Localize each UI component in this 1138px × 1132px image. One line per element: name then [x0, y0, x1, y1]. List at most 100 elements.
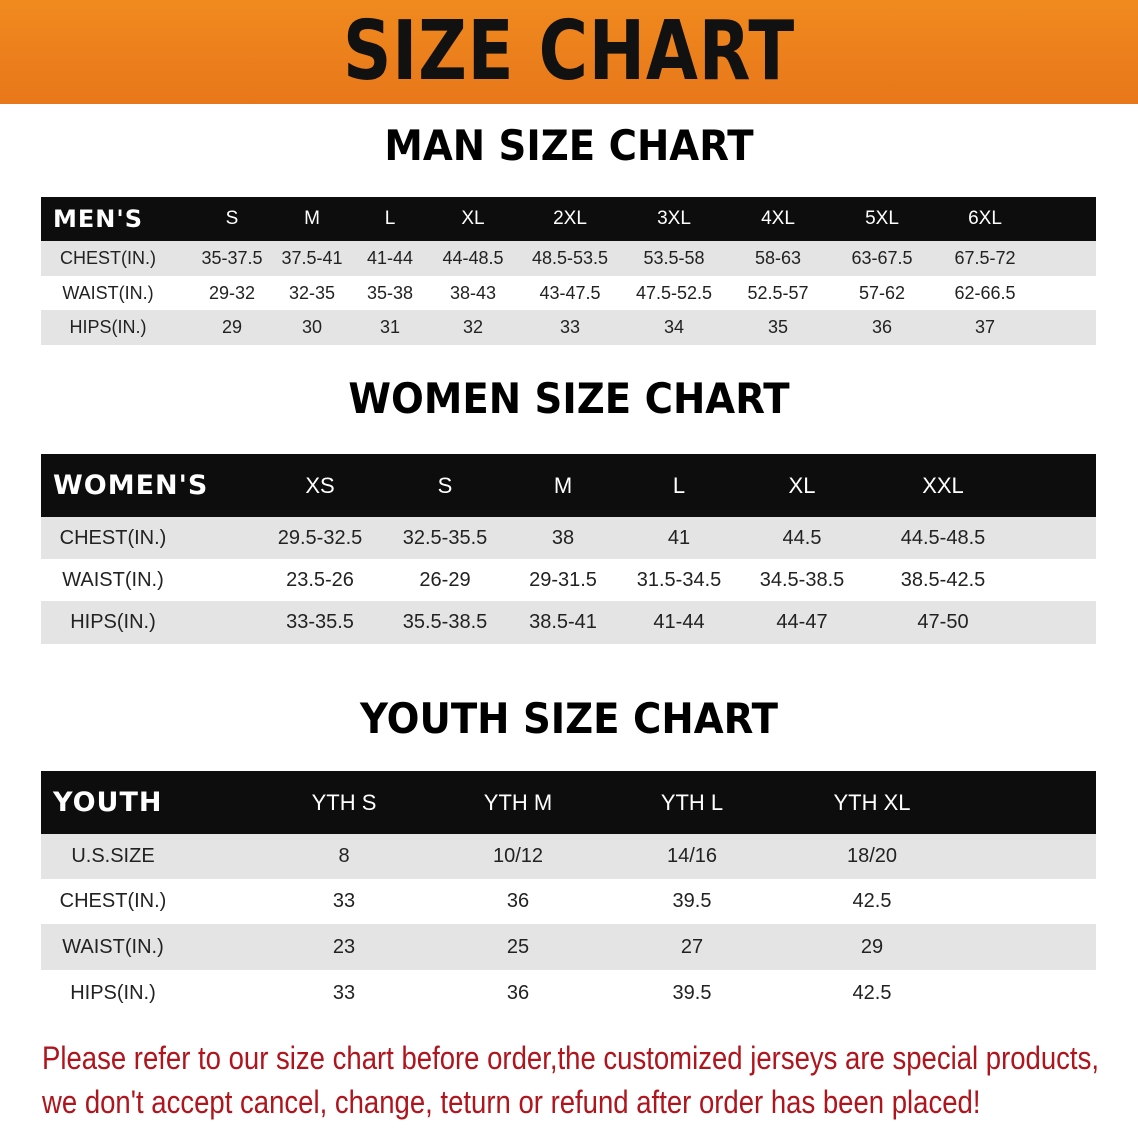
women-section-title: WOMEN SIZE CHART	[348, 374, 790, 423]
table-cell: 29-31.5	[529, 568, 597, 591]
table-cell: 25	[506, 935, 530, 958]
table-row: CHEST(IN.) 29.5-32.5 32.5-35.5 38 41 44.5 44.5…	[41, 517, 1096, 559]
table-cell: 33	[332, 981, 356, 1004]
table-cell: 67.5-72	[954, 248, 1016, 268]
table-cell: 27	[680, 935, 704, 958]
size-header: 2XL	[553, 208, 587, 229]
table-cell: 41	[667, 526, 691, 549]
table-cell: 36	[506, 981, 530, 1004]
youth-section-title: YOUTH SIZE CHART	[359, 694, 779, 743]
table-cell: 35	[767, 317, 789, 337]
table-cell: 48.5-53.5	[531, 248, 609, 268]
table-cell: 29-32	[208, 282, 256, 303]
table-row: U.S.SIZE 8 10/12 14/16 18/20	[41, 834, 1096, 879]
table-cell: 38.5-42.5	[900, 568, 986, 591]
banner: SIZE CHART	[0, 0, 1138, 104]
table-cell: 10/12	[492, 845, 544, 867]
table-row: CHEST(IN.) 35-37.5 37.5-41 41-44 44-48.5 48.5…	[41, 241, 1096, 276]
table-cell: 30	[301, 317, 323, 337]
table-cell: 63-67.5	[851, 248, 913, 268]
men-section-title: MAN SIZE CHART	[384, 121, 754, 170]
table-cell: 43-47.5	[539, 282, 601, 303]
table-cell: 41-44	[653, 611, 705, 633]
size-header: XL	[788, 472, 816, 498]
size-header: L	[672, 472, 686, 498]
size-header: 5XL	[865, 208, 899, 229]
row-label: HIPS(IN.)	[70, 611, 156, 633]
table-cell: 42.5	[852, 981, 892, 1004]
table-row: WAIST(IN.) 23 25 27 29	[41, 924, 1096, 970]
row-label: WAIST(IN.)	[62, 282, 154, 303]
notice-line-1: Please refer to our size chart before or…	[42, 1040, 1099, 1076]
table-cell: 8	[338, 845, 350, 867]
table-cell: 18/20	[846, 845, 898, 867]
table-cell: 14/16	[666, 845, 718, 867]
banner-title: SIZE CHART	[342, 4, 796, 99]
table-cell: 34.5-38.5	[759, 568, 845, 591]
size-header: M	[304, 208, 320, 229]
table-cell: 57-62	[858, 282, 906, 303]
order-notice: Please refer to our size chart before or…	[42, 1036, 1099, 1124]
table-cell: 44-47	[776, 611, 828, 633]
table-cell: 42.5	[852, 890, 892, 912]
table-cell: 32	[462, 317, 484, 337]
size-header: YTH XL	[833, 789, 911, 815]
row-label: WAIST(IN.)	[62, 935, 164, 958]
table-cell: 52.5-57	[747, 282, 809, 303]
table-row: CHEST(IN.) 33 36 39.5 42.5	[41, 879, 1096, 924]
table-cell: 38	[551, 526, 575, 549]
size-header: S	[437, 472, 453, 498]
table-cell: 36	[871, 317, 893, 337]
row-label: HIPS(IN.)	[69, 317, 147, 337]
size-header: M	[553, 472, 573, 498]
table-cell: 35-38	[366, 282, 414, 303]
youth-header-row: YOUTH YTH S YTH M YTH L YTH XL	[41, 771, 1096, 834]
table-cell: 44.5	[782, 526, 822, 549]
table-cell: 47-50	[917, 611, 969, 633]
table-cell: 29.5-32.5	[277, 526, 363, 549]
row-label: WAIST(IN.)	[62, 568, 164, 591]
size-header: YTH M	[483, 789, 553, 815]
size-header: S	[225, 208, 239, 229]
table-cell: 47.5-52.5	[635, 282, 713, 303]
size-header: YTH S	[311, 789, 377, 815]
table-cell: 35-37.5	[201, 248, 263, 268]
size-header: 4XL	[761, 208, 795, 229]
table-row: HIPS(IN.) 33 36 39.5 42.5	[41, 970, 1096, 1016]
row-label: HIPS(IN.)	[70, 981, 156, 1004]
table-cell: 23	[332, 935, 356, 958]
table-cell: 41-44	[366, 248, 414, 268]
table-cell: 37	[974, 317, 996, 337]
size-header: YTH L	[660, 789, 724, 815]
notice-line-2: we don't accept cancel, change, teturn o…	[42, 1084, 981, 1120]
table-cell: 34	[663, 317, 685, 337]
row-label: CHEST(IN.)	[59, 526, 167, 549]
table-row: HIPS(IN.) 33-35.5 35.5-38.5 38.5-41 41-44 44-…	[41, 601, 1096, 644]
table-row: HIPS(IN.) 29 30 31 32 33 34 35 36 37	[41, 310, 1096, 345]
size-header: 6XL	[968, 208, 1002, 229]
table-cell: 44.5-48.5	[900, 526, 986, 549]
table-cell: 32-35	[288, 282, 336, 303]
table-cell: 33-35.5	[286, 611, 354, 633]
men-header-title: MEN'S	[53, 205, 143, 233]
table-row: WAIST(IN.) 23.5-26 26-29 29-31.5 31.5-34.5 34…	[41, 559, 1096, 601]
table-row: WAIST(IN.) 29-32 32-35 35-38 38-43 43-47.5 47.…	[41, 276, 1096, 310]
size-header: XXL	[922, 472, 964, 498]
table-cell: 39.5	[672, 890, 712, 912]
table-cell: 33	[559, 317, 581, 337]
size-header: L	[384, 208, 396, 229]
table-cell: 36	[506, 890, 530, 912]
youth-header-title: YOUTH	[53, 787, 163, 818]
table-cell: 58-63	[754, 248, 802, 268]
table-cell: 32.5-35.5	[402, 526, 488, 549]
women-header-title: WOMEN'S	[53, 470, 209, 501]
table-cell: 38-43	[449, 282, 497, 303]
table-cell: 37.5-41	[281, 248, 343, 268]
table-cell: 33	[332, 890, 356, 912]
row-label: CHEST(IN.)	[59, 890, 167, 912]
table-cell: 31	[379, 317, 401, 337]
table-cell: 39.5	[672, 981, 712, 1004]
table-cell: 44-48.5	[442, 248, 504, 268]
table-cell: 29	[221, 317, 243, 337]
table-cell: 26-29	[419, 568, 471, 591]
